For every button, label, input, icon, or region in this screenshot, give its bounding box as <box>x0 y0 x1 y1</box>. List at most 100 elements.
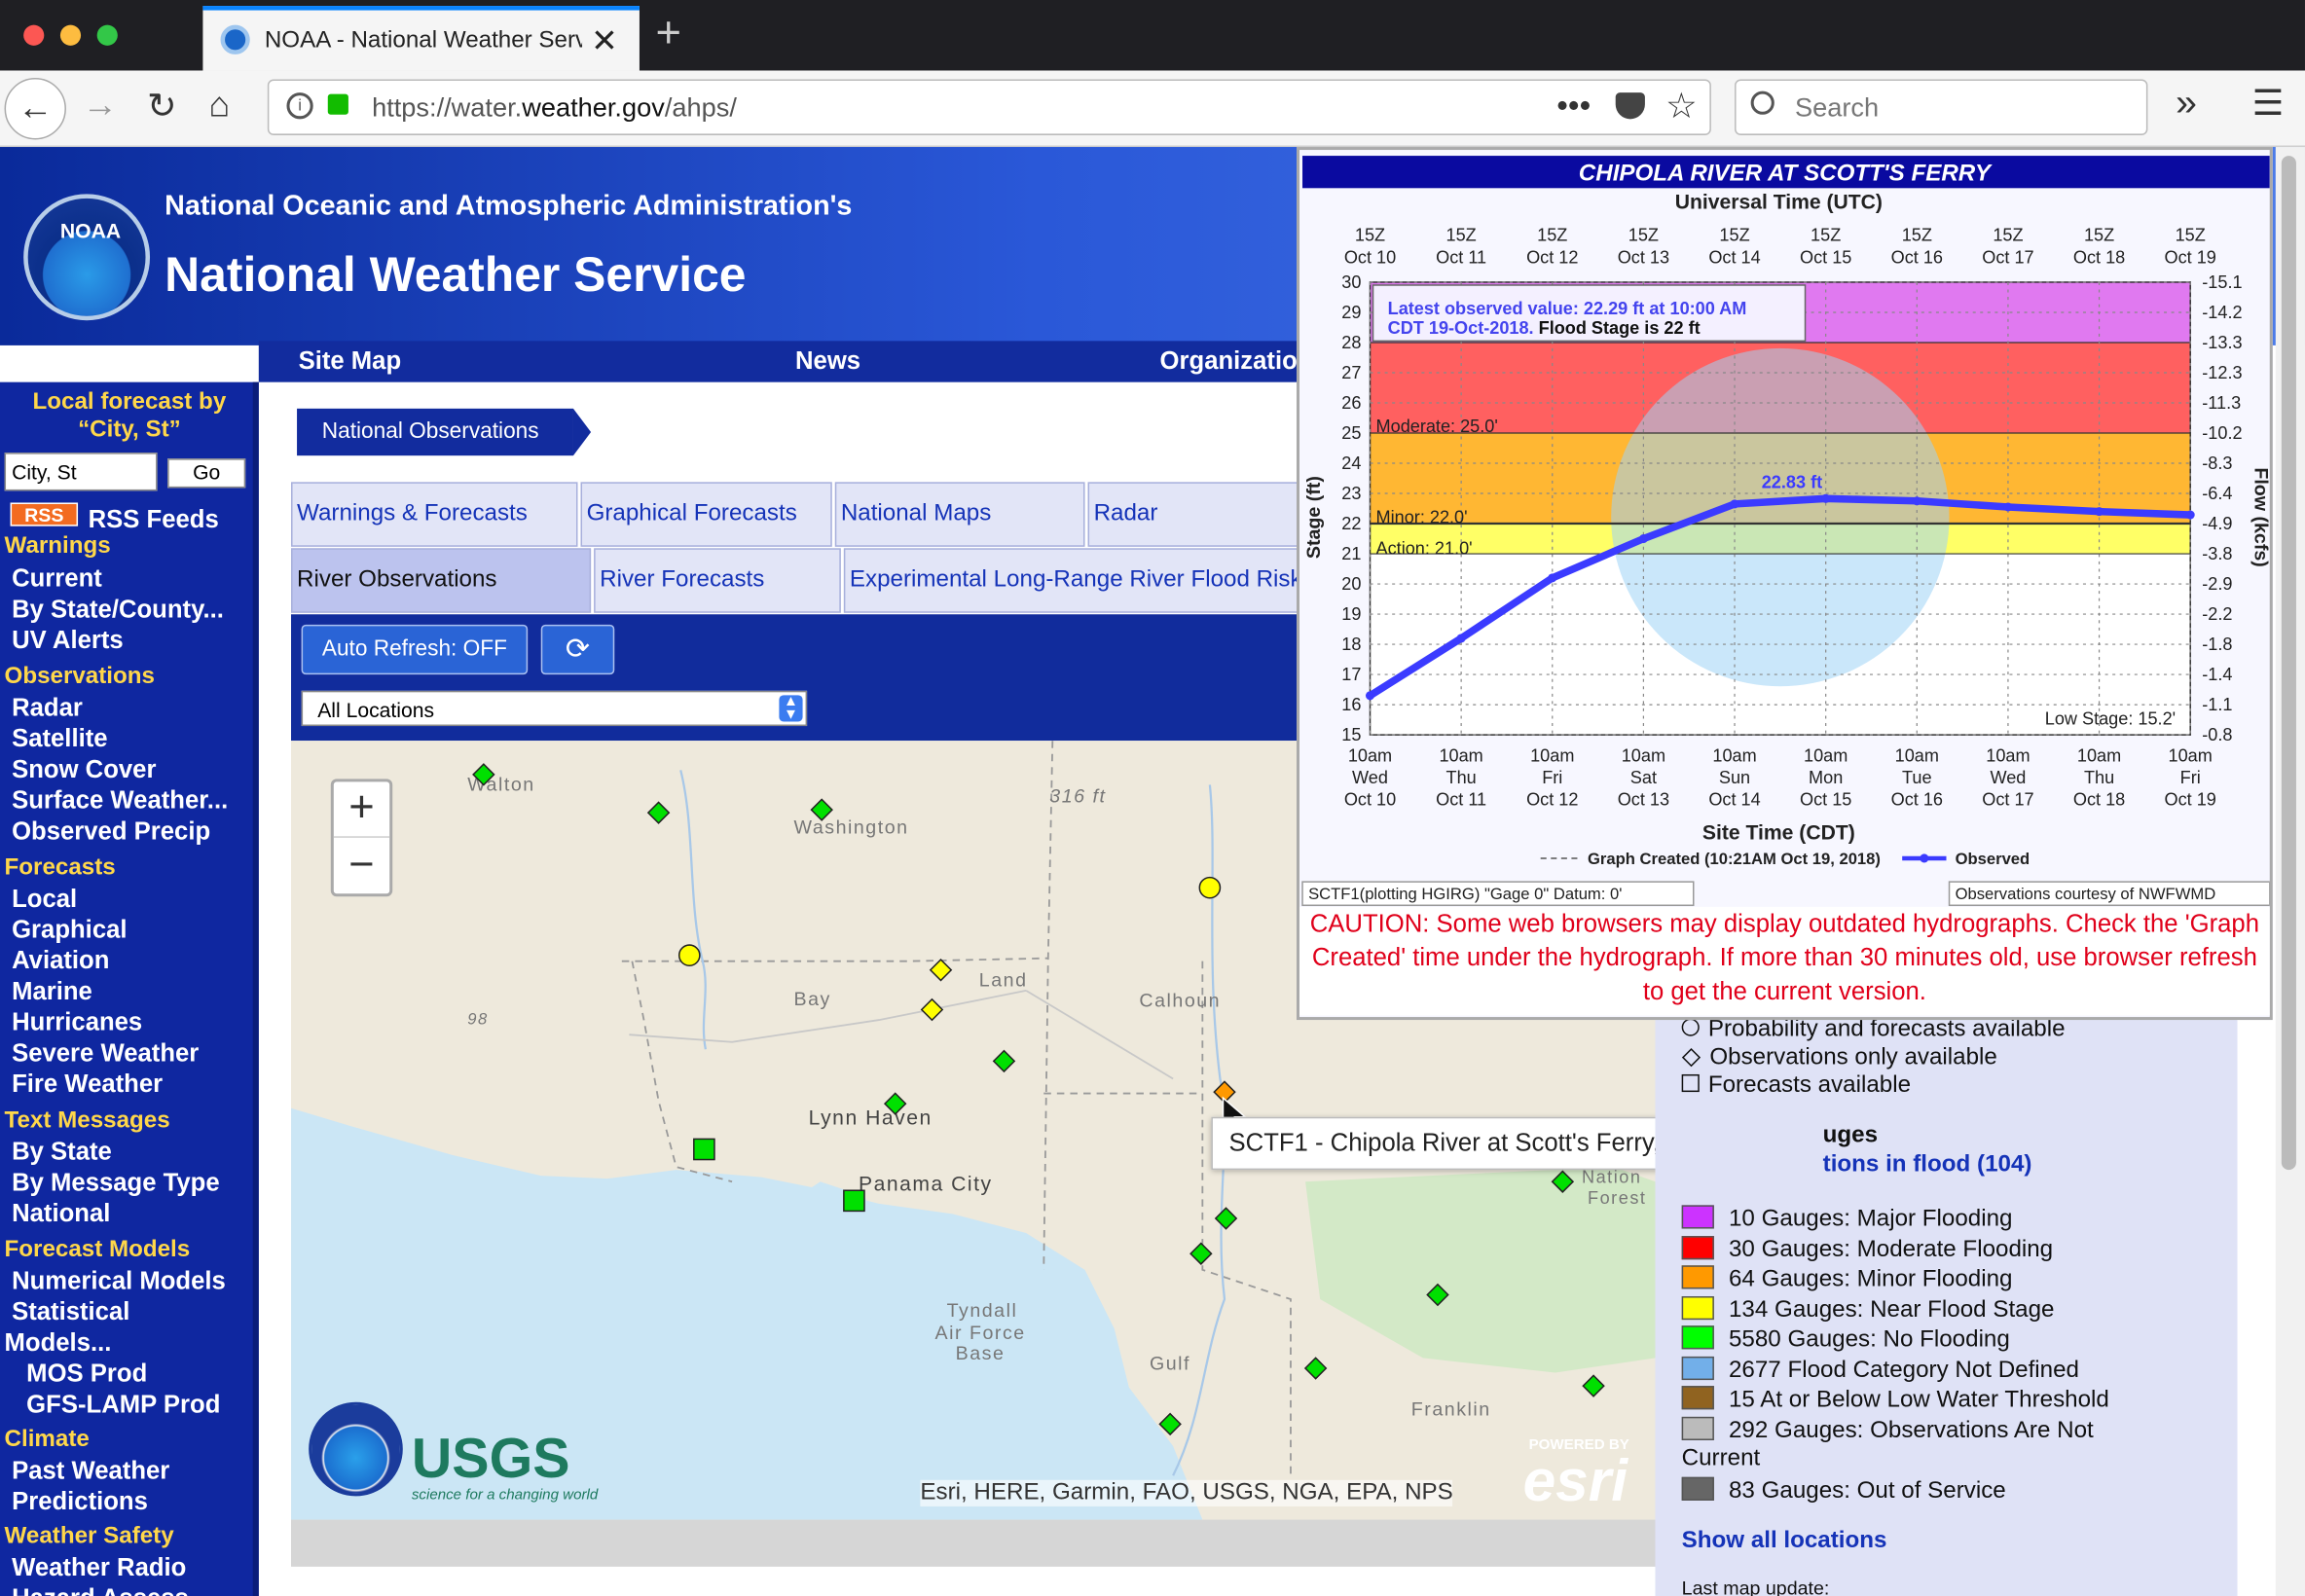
sidebar-item[interactable]: GFS-LAMP Prod <box>26 1390 221 1419</box>
minimize-window-icon[interactable] <box>59 24 82 46</box>
sidebar-section-forecast-models[interactable]: Forecast Models <box>4 1237 191 1263</box>
pocket-icon[interactable] <box>1615 92 1645 120</box>
sidebar-item[interactable]: By State/County... <box>12 595 224 624</box>
auto-refresh-button[interactable]: Auto Refresh: OFF <box>301 624 529 675</box>
sidebar-item[interactable]: Surface Weather... <box>12 785 229 815</box>
url-bar[interactable]: i https://water.weather.gov/ahps/ ••• ☆ <box>267 79 1711 135</box>
legend-item[interactable]: 64 Gauges: Minor Flooding <box>1681 1265 2012 1293</box>
zoom-in-button[interactable]: + <box>333 781 390 838</box>
gauge-marker[interactable] <box>1198 876 1222 899</box>
gauge-marker[interactable] <box>929 958 953 982</box>
sidebar-item[interactable]: By State <box>12 1137 112 1166</box>
forward-icon[interactable]: → <box>82 85 118 126</box>
sidebar-section-forecasts[interactable]: Forecasts <box>4 854 116 881</box>
sidebar-item[interactable]: Observed Precip <box>12 816 211 846</box>
browser-tab[interactable]: NOAA - National Weather Servic ✕ <box>202 6 640 71</box>
locations-in-flood-link[interactable]: tions in flood (104) <box>1822 1151 2032 1178</box>
gauge-marker[interactable] <box>677 944 701 966</box>
sidebar-item[interactable]: Severe Weather <box>12 1038 200 1068</box>
home-icon[interactable]: ⌂ <box>208 85 231 126</box>
sidebar-item[interactable]: Local <box>12 885 78 913</box>
nav-site-map[interactable]: Site Map <box>298 346 402 376</box>
close-window-icon[interactable] <box>23 24 45 46</box>
overflow-chevron-icon[interactable]: » <box>2176 79 2197 124</box>
sidebar-rss-feeds[interactable]: RSS Feeds <box>88 505 219 534</box>
gauge-marker[interactable] <box>472 763 495 786</box>
gauge-marker-sctf1[interactable] <box>1213 1080 1236 1104</box>
sidebar-item[interactable]: Radar <box>12 693 83 722</box>
sidebar-item[interactable]: Past Weather <box>12 1456 170 1485</box>
page-actions-icon[interactable]: ••• <box>1556 87 1592 124</box>
gauge-marker[interactable] <box>1189 1242 1213 1265</box>
sidebar-item[interactable]: Models... <box>4 1328 112 1357</box>
tab-river-observations[interactable]: River Observations <box>291 548 592 613</box>
sidebar-item[interactable]: Satellite <box>12 724 108 753</box>
gauge-marker[interactable] <box>693 1138 715 1161</box>
sidebar-section-observations[interactable]: Observations <box>4 664 155 690</box>
tab-graphical-forecasts[interactable]: Graphical Forecasts <box>580 482 832 547</box>
legend-item[interactable]: 5580 Gauges: No Flooding <box>1681 1325 2010 1354</box>
location-select[interactable]: All Locations ▲ ▼ <box>301 690 808 727</box>
gauge-marker[interactable] <box>1551 1170 1575 1193</box>
scrollbar-thumb[interactable] <box>2281 156 2296 1171</box>
go-button[interactable]: Go <box>167 458 246 489</box>
info-icon[interactable]: i <box>286 92 313 120</box>
gauge-marker[interactable] <box>1303 1357 1328 1380</box>
legend-item[interactable]: 15 At or Below Low Water Threshold <box>1681 1386 2109 1414</box>
sidebar-item[interactable]: Graphical <box>12 915 128 944</box>
gauge-marker[interactable] <box>646 801 671 824</box>
sidebar-item[interactable]: Aviation <box>12 946 110 975</box>
noaa-logo[interactable]: NOAA <box>23 194 151 321</box>
sidebar-item[interactable]: Current <box>12 563 102 593</box>
legend-item[interactable]: 30 Gauges: Moderate Flooding <box>1681 1236 2053 1264</box>
sidebar-section-text-messages[interactable]: Text Messages <box>4 1107 170 1134</box>
breadcrumb[interactable]: National Observations <box>297 408 573 456</box>
sidebar-item[interactable]: Hazard Assess... <box>12 1584 209 1596</box>
back-icon[interactable]: ← <box>4 78 66 140</box>
nav-organization[interactable]: Organizatio <box>1159 346 1298 376</box>
city-input[interactable]: City, St <box>4 453 158 491</box>
tab-river-forecasts[interactable]: River Forecasts <box>594 548 841 613</box>
gauge-marker[interactable] <box>843 1189 865 1213</box>
sidebar-item[interactable]: Fire Weather <box>12 1070 164 1099</box>
esri-logo[interactable]: esri <box>1522 1449 1628 1514</box>
page-scrollbar[interactable] <box>2275 147 2305 1596</box>
tab-radar[interactable]: Radar <box>1087 482 1303 547</box>
sidebar-item[interactable]: Marine <box>12 977 92 1005</box>
legend-item[interactable]: 10 Gauges: Major Flooding <box>1681 1205 2012 1233</box>
river-gauge-map[interactable]: Walton Washington Bay Calhoun Lynn Haven… <box>291 741 1656 1520</box>
gauge-marker[interactable] <box>1426 1283 1449 1307</box>
sidebar-item[interactable]: By Message Type <box>12 1168 220 1197</box>
gauge-marker[interactable] <box>1582 1374 1605 1397</box>
sidebar-section-warnings[interactable]: Warnings <box>4 533 111 559</box>
tab-national-maps[interactable]: National Maps <box>834 482 1085 547</box>
sidebar-item[interactable]: National <box>12 1199 111 1228</box>
gauge-marker[interactable] <box>1158 1412 1182 1436</box>
sidebar-item[interactable]: Hurricanes <box>12 1007 143 1036</box>
legend-item[interactable]: 83 Gauges: Out of Service <box>1681 1476 2006 1505</box>
gauge-marker[interactable] <box>883 1092 907 1115</box>
sidebar-item[interactable]: Predictions <box>12 1487 148 1516</box>
reload-icon[interactable]: ↻ <box>147 87 177 127</box>
zoom-out-button[interactable]: − <box>348 840 375 889</box>
map-attribution[interactable]: Esri, HERE, Garmin, FAO, USGS, NGA, EPA,… <box>920 1479 1453 1506</box>
sidebar-item[interactable]: Snow Cover <box>12 755 157 783</box>
gauge-marker[interactable] <box>920 998 944 1022</box>
close-tab-icon[interactable]: ✕ <box>591 21 618 59</box>
refresh-icon[interactable]: ⟳ <box>540 624 615 675</box>
tab-long-range-flood-risk[interactable]: Experimental Long-Range River Flood Risk <box>843 548 1303 613</box>
gauge-marker[interactable] <box>810 798 833 821</box>
sidebar-item[interactable]: MOS Prod <box>26 1359 148 1388</box>
tab-warnings-forecasts[interactable]: Warnings & Forecasts <box>291 482 578 547</box>
sidebar-item[interactable]: Statistical <box>12 1297 130 1326</box>
menu-icon[interactable]: ☰ <box>2251 84 2285 124</box>
sidebar-item[interactable]: Numerical Models <box>12 1266 226 1295</box>
sidebar-item[interactable]: UV Alerts <box>12 626 124 655</box>
gauge-marker[interactable] <box>992 1049 1016 1073</box>
bookmark-star-icon[interactable]: ☆ <box>1665 87 1698 127</box>
legend-item[interactable]: 292 Gauges: Observations Are Not <box>1681 1416 2094 1445</box>
nav-news[interactable]: News <box>795 346 861 376</box>
sidebar-section-weather-safety[interactable]: Weather Safety <box>4 1524 174 1549</box>
sidebar-item[interactable]: Weather Radio <box>12 1553 187 1581</box>
hydrograph-popup[interactable]: CHIPOLA RIVER AT SCOTT'S FERRY Universal… <box>1296 147 2273 1021</box>
